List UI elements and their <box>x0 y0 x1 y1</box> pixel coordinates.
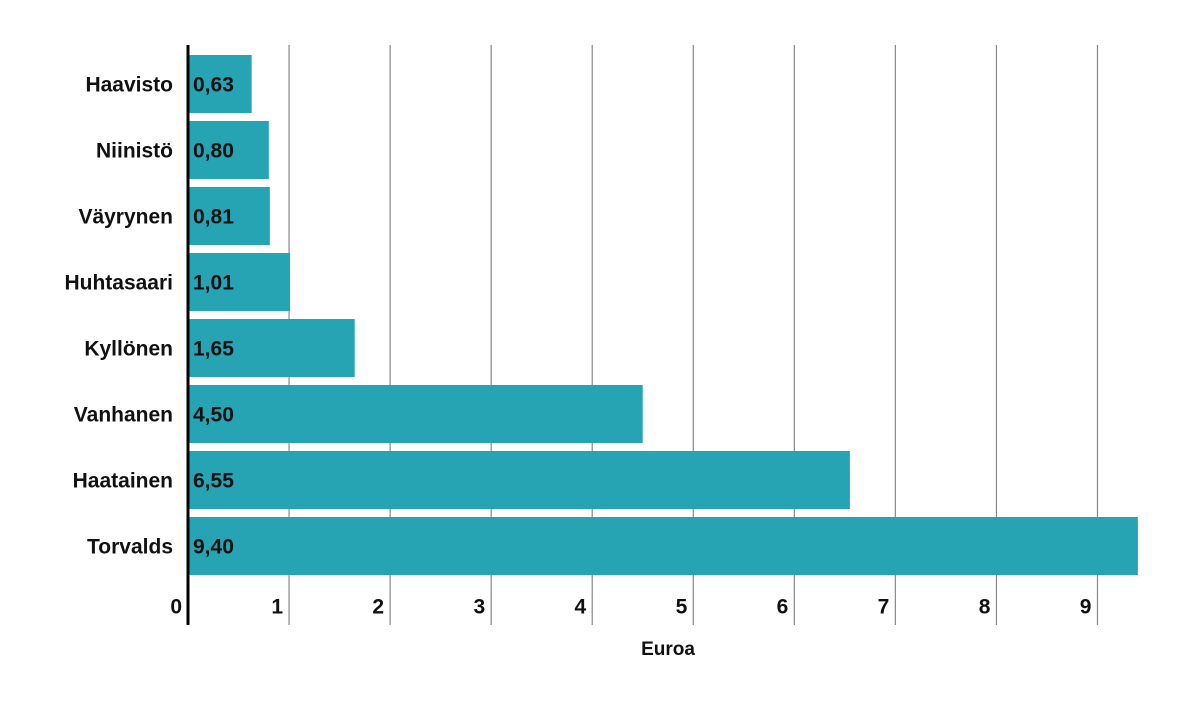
y-tick-label: Huhtasaari <box>64 272 173 295</box>
y-tick-label: Torvalds <box>87 536 173 559</box>
y-tick-label: Vanhanen <box>74 404 173 427</box>
bar <box>188 385 643 443</box>
x-tick-label: 5 <box>676 596 688 619</box>
x-tick-label: 7 <box>878 596 890 619</box>
bar <box>188 121 269 179</box>
value-label: 6,55 <box>193 470 234 493</box>
y-tick-label: Niinistö <box>96 140 173 163</box>
x-tick-label: 9 <box>1080 596 1092 619</box>
value-label: 4,50 <box>193 404 234 427</box>
value-label: 1,01 <box>193 272 234 295</box>
x-axis-label: Euroa <box>641 639 695 660</box>
x-tick-label: 6 <box>777 596 789 619</box>
value-label: 0,80 <box>193 140 234 163</box>
bar <box>188 517 1138 575</box>
bar <box>188 451 850 509</box>
bar <box>188 253 291 311</box>
x-tick-label: 8 <box>979 596 991 619</box>
value-label: 0,63 <box>193 74 234 97</box>
x-tick-label: 1 <box>271 596 283 619</box>
bar <box>188 319 355 377</box>
y-tick-label: Kyllönen <box>84 338 173 361</box>
y-tick-label: Haavisto <box>85 74 173 97</box>
value-label: 0,81 <box>193 206 234 229</box>
x-tick-label: 2 <box>372 596 384 619</box>
x-tick-label: 0 <box>170 596 182 619</box>
value-label: 1,65 <box>193 338 234 361</box>
value-label: 9,40 <box>193 536 234 559</box>
x-tick-label: 3 <box>473 596 485 619</box>
y-tick-label: Väyrynen <box>78 206 173 229</box>
y-tick-label: Haatainen <box>73 470 173 493</box>
bar <box>188 187 270 245</box>
bar <box>188 55 252 113</box>
x-tick-label: 4 <box>575 596 587 619</box>
